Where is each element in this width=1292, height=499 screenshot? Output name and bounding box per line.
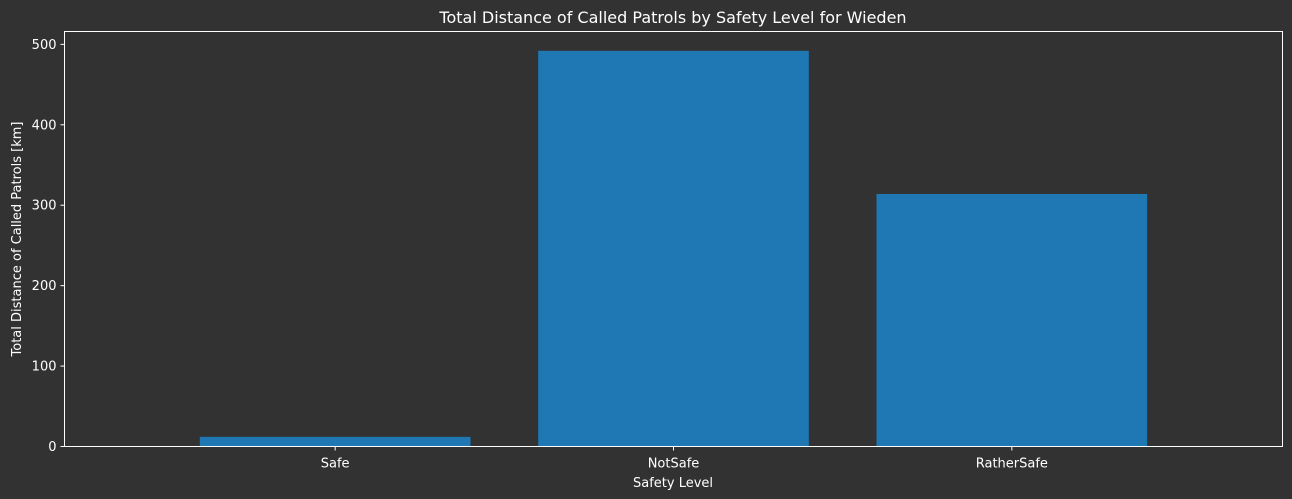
y-tick-label: 0 (48, 440, 56, 455)
y-axis-label: Total Distance of Called Patrols [km] (10, 122, 25, 358)
x-tick-label: RatherSafe (976, 457, 1048, 472)
bar-notsafe (538, 50, 809, 447)
bar-safe (199, 436, 471, 447)
y-tick-label: 300 (32, 199, 57, 214)
y-axis-ticks: 0 100 200 300 400 500 (32, 38, 65, 455)
chart-title: Total Distance of Called Patrols by Safe… (438, 8, 906, 27)
y-tick-label: 200 (32, 279, 57, 294)
x-axis-ticks: Safe NotSafe RatherSafe (321, 446, 1048, 472)
bars-group (199, 50, 1148, 447)
plot-area-frame (64, 31, 1283, 447)
x-tick-label: NotSafe (648, 457, 700, 472)
bar-rathersafe (876, 193, 1148, 447)
x-tick-label: Safe (321, 457, 350, 472)
y-tick-label: 400 (32, 118, 57, 133)
y-tick-label: 500 (32, 38, 57, 53)
y-tick-label: 100 (32, 360, 57, 375)
x-axis-label: Safety Level (633, 476, 713, 491)
